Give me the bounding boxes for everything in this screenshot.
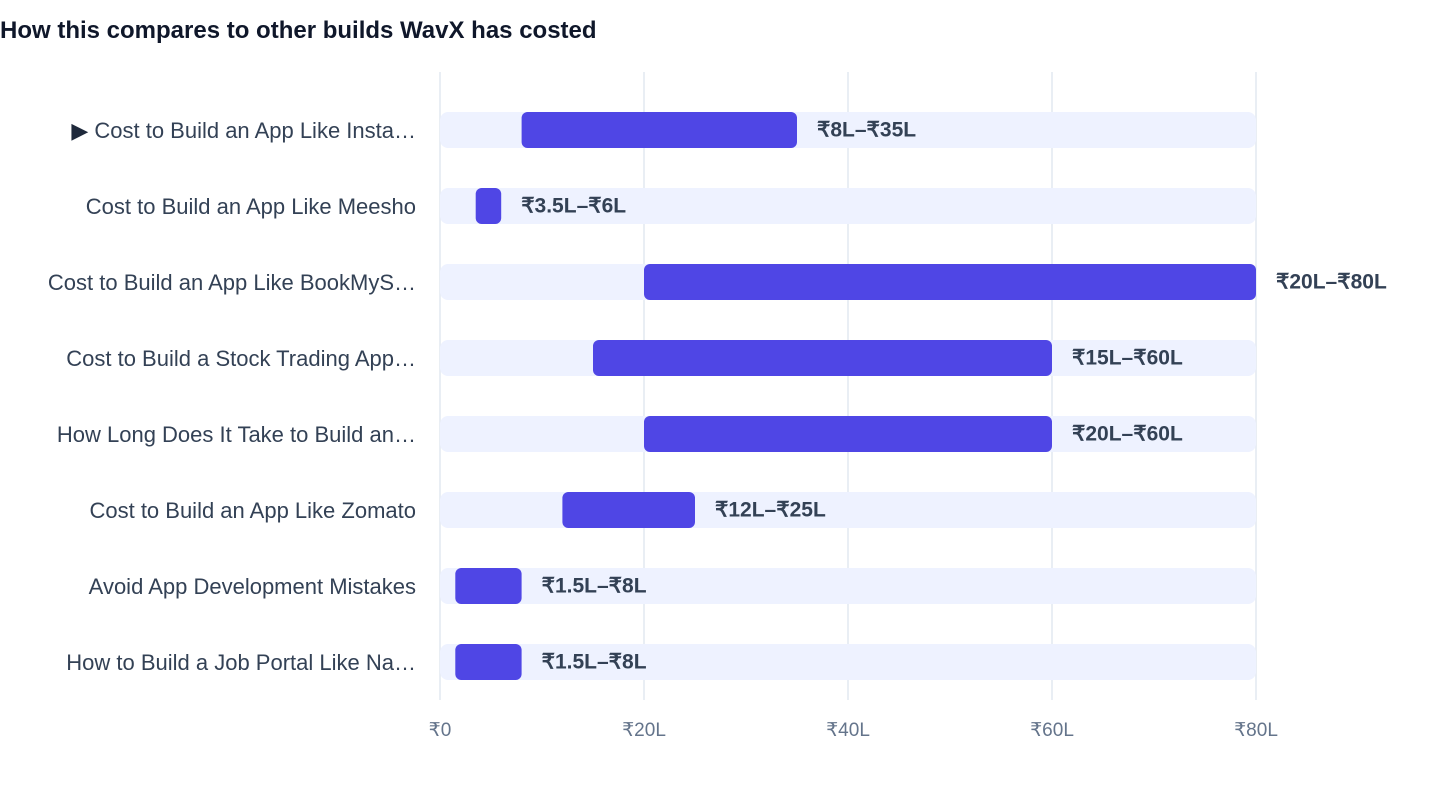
range-bar bbox=[455, 644, 522, 680]
value-label: ₹8L–₹35L bbox=[817, 119, 916, 142]
gridlines bbox=[439, 72, 1257, 700]
category-label-text: Cost to Build a Stock Trading App… bbox=[66, 346, 416, 371]
bar-track bbox=[440, 644, 1256, 680]
x-axis-ticks: ₹0 ₹20L ₹40L ₹60L ₹80L bbox=[429, 720, 1278, 741]
category-label: Cost to Build an App Like Zomato bbox=[89, 498, 416, 523]
category-label: Cost to Build an App Like Meesho bbox=[86, 194, 416, 219]
value-label: ₹3.5L–₹6L bbox=[521, 195, 626, 218]
range-bar bbox=[475, 188, 502, 224]
value-label: ₹12L–₹25L bbox=[715, 499, 826, 522]
value-label: ₹15L–₹60L bbox=[1072, 347, 1183, 370]
value-labels: ₹8L–₹35L ₹3.5L–₹6L ₹20L–₹80L ₹15L–₹60L ₹20L–… bbox=[521, 119, 1387, 674]
category-label-text: Avoid App Development Mistakes bbox=[89, 574, 416, 599]
value-label: ₹20L–₹80L bbox=[1276, 271, 1387, 294]
category-label: Cost to Build an App Like BookMyS… bbox=[48, 270, 416, 295]
chart-title: How this compares to other builds WavX h… bbox=[0, 17, 597, 44]
category-label-text: Cost to Build an App Like Meesho bbox=[86, 194, 416, 219]
category-label: ▶ Cost to Build an App Like Insta… bbox=[71, 118, 416, 143]
category-labels: ▶ Cost to Build an App Like Insta…Cost t… bbox=[48, 118, 416, 675]
x-tick-label: ₹60L bbox=[1030, 720, 1074, 741]
category-label: How to Build a Job Portal Like Na… bbox=[66, 650, 416, 675]
range-bar bbox=[644, 416, 1052, 452]
category-label-text: Cost to Build an App Like Zomato bbox=[89, 498, 416, 523]
bar-track bbox=[440, 188, 1256, 224]
range-bar bbox=[562, 492, 695, 528]
x-tick-label: ₹40L bbox=[826, 720, 870, 741]
category-label-text: Cost to Build an App Like BookMyS… bbox=[48, 270, 416, 295]
x-tick-label: ₹20L bbox=[622, 720, 666, 741]
value-label: ₹1.5L–₹8L bbox=[542, 651, 647, 674]
category-label-text: Cost to Build an App Like Insta… bbox=[94, 118, 416, 143]
range-bar bbox=[593, 340, 1052, 376]
range-bar bbox=[455, 568, 522, 604]
category-label-text: How Long Does It Take to Build an… bbox=[57, 422, 416, 447]
range-bar bbox=[521, 112, 797, 148]
range-bars bbox=[455, 112, 1256, 680]
value-label: ₹20L–₹60L bbox=[1072, 423, 1183, 446]
category-label-text: How to Build a Job Portal Like Na… bbox=[66, 650, 416, 675]
bar-track bbox=[440, 568, 1256, 604]
value-label: ₹1.5L–₹8L bbox=[542, 575, 647, 598]
category-label: How Long Does It Take to Build an… bbox=[57, 422, 416, 447]
range-bar bbox=[644, 264, 1256, 300]
x-tick-label: ₹0 bbox=[429, 720, 452, 741]
category-label: Cost to Build a Stock Trading App… bbox=[66, 346, 416, 371]
selected-marker-icon: ▶ bbox=[71, 118, 94, 143]
category-label: Avoid App Development Mistakes bbox=[89, 574, 416, 599]
x-tick-label: ₹80L bbox=[1234, 720, 1278, 741]
